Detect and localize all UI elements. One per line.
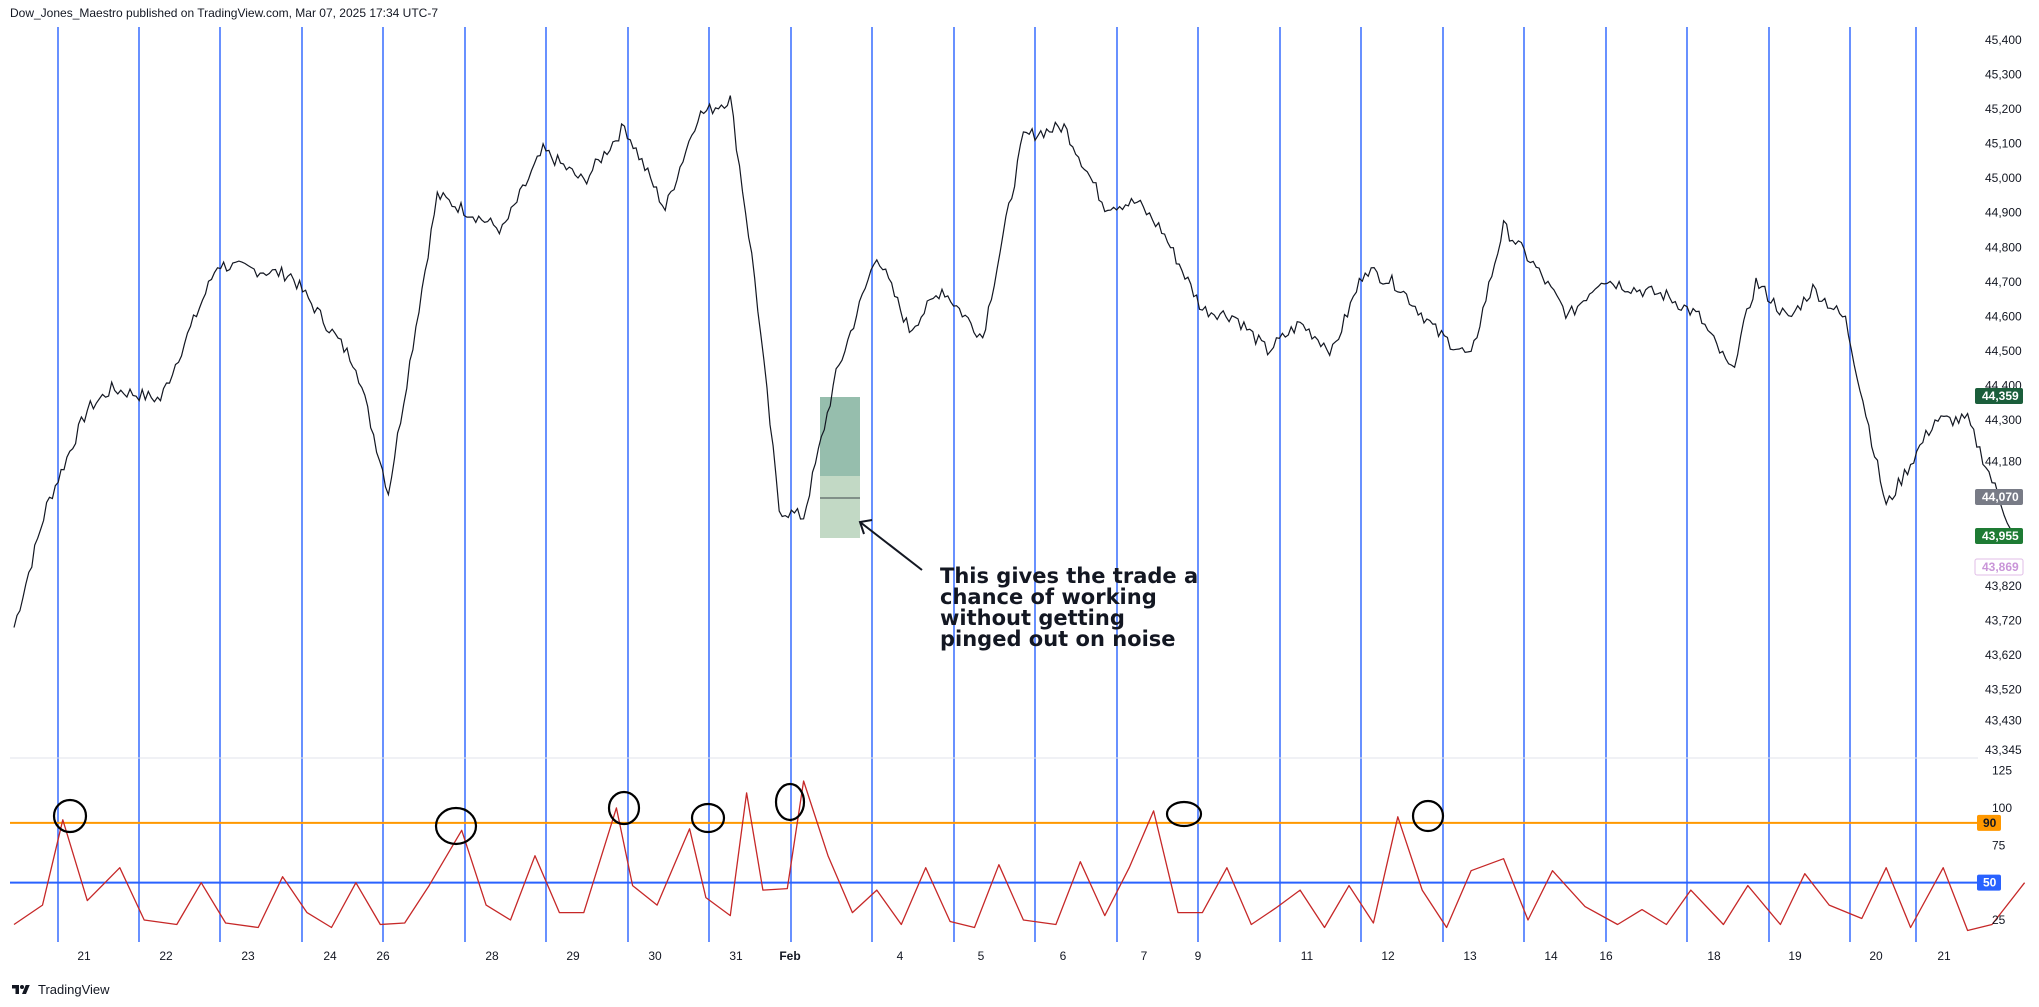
oscillator-series: [13, 780, 2026, 932]
hand-circle-2: [607, 790, 641, 826]
price-badge-1: 44,070: [1975, 489, 2023, 505]
price-tick-5: 44,900: [1985, 206, 2022, 220]
oscillator-line: [13, 780, 2026, 932]
time-tick-18: 14: [1544, 949, 1558, 963]
time-axis[interactable]: 21 22 23 24 26 28 29 30 31 Feb 4 5 6 7 9 11 12 13 14 16 18 19…: [77, 949, 1951, 963]
time-tick-2: 23: [241, 949, 255, 963]
hand-circle-4: [774, 782, 806, 822]
price-tick-13: 43,820: [1985, 579, 2022, 593]
price-badge-3: 43,869: [1974, 558, 2024, 576]
price-tick-9: 44,500: [1985, 344, 2022, 358]
osc-badge-bg: [1977, 814, 2001, 831]
oscillator-axis[interactable]: 125 100 75 25 90 50: [1977, 764, 2012, 928]
hand-circle-1: [434, 806, 478, 846]
price-badge-label: 43,955: [1982, 529, 2019, 543]
price-axis[interactable]: 45,400 45,300 45,200 45,100 45,000 44,900 44,8…: [1985, 33, 2022, 757]
price-tick-11: 44,300: [1985, 413, 2022, 427]
osc-badge-bg: [1977, 874, 2001, 891]
osc-tick-1: 100: [1992, 801, 2012, 815]
time-tick-3: 24: [323, 949, 337, 963]
publisher-header: Dow_Jones_Maestro published on TradingVi…: [10, 6, 439, 20]
hand-circle-5: [1165, 800, 1203, 828]
price-badge-label: 43,869: [1982, 560, 2019, 574]
price-badge-label: 44,359: [1982, 389, 2019, 403]
trade-profit-zone: [820, 397, 860, 476]
price-badge-bg: [1975, 528, 2023, 544]
time-tick-7: 30: [648, 949, 662, 963]
osc-tick-0: 125: [1992, 764, 2012, 778]
price-badges: 44,359 44,070 43,955 43,869: [1974, 388, 2024, 576]
time-tick-15: 11: [1301, 949, 1314, 963]
time-tick-13: 7: [1141, 949, 1148, 963]
hand-circle-0: [52, 798, 88, 834]
osc-tick-4: 25: [1992, 913, 2006, 927]
time-tick-12: 6: [1060, 949, 1067, 963]
price-badge-0: 44,359: [1975, 388, 2023, 404]
time-tick-4: 26: [376, 949, 390, 963]
tradingview-logo-icon: [12, 984, 30, 994]
price-tick-4: 45,000: [1985, 171, 2022, 185]
time-tick-0: 21: [77, 949, 91, 963]
time-tick-11: 5: [978, 949, 985, 963]
annotation-line-3: pinged out on noise: [940, 627, 1176, 651]
price-tick-18: 43,345: [1985, 743, 2022, 757]
trade-stop-zone: [820, 476, 860, 538]
hand-circle-3: [690, 802, 726, 834]
price-badge-bg: [1974, 558, 2024, 576]
price-badge-2: 43,955: [1975, 528, 2023, 544]
annotation-line-1: chance of working: [940, 585, 1157, 609]
arrow-head: [858, 519, 873, 535]
price-tick-1: 45,300: [1985, 68, 2022, 82]
time-tick-20: 18: [1707, 949, 1721, 963]
price-tick-14: 43,720: [1985, 613, 2022, 627]
time-tick-19: 16: [1599, 949, 1613, 963]
time-tick-14: 9: [1195, 949, 1202, 963]
osc-badge-label: 50: [1983, 876, 1997, 890]
time-tick-10: 4: [897, 949, 904, 963]
price-tick-16: 43,520: [1985, 683, 2022, 697]
time-tick-9: Feb: [779, 949, 800, 963]
price-tick-3: 45,100: [1985, 137, 2022, 151]
time-tick-5: 28: [485, 949, 499, 963]
footer-brand-label: TradingView: [38, 982, 110, 997]
price-tick-6: 44,800: [1985, 240, 2022, 254]
price-badge-bg: [1975, 489, 2023, 505]
osc-badge-90: 90: [1977, 814, 2001, 831]
time-tick-21: 19: [1788, 949, 1802, 963]
price-badge-bg: [1975, 388, 2023, 404]
osc-badge-50: 50: [1977, 874, 2001, 891]
time-tick-22: 20: [1869, 949, 1883, 963]
osc-tick-2: 75: [1992, 838, 2006, 852]
vertical-grid-lines: [57, 27, 1917, 942]
annotation-line-0: This gives the trade a: [940, 564, 1198, 588]
footer-brand[interactable]: TradingView: [10, 982, 110, 997]
price-tick-2: 45,200: [1985, 102, 2022, 116]
trade-zone: [820, 397, 860, 538]
annotation-line-2: without getting: [940, 606, 1125, 630]
chart-background: [10, 27, 1978, 977]
price-series: [13, 95, 2017, 628]
price-tick-17: 43,430: [1985, 714, 2022, 728]
price-tick-0: 45,400: [1985, 33, 2022, 47]
oscillator-levels: [10, 821, 1978, 884]
hand-drawn-circles: [52, 782, 1445, 846]
price-tick-8: 44,600: [1985, 309, 2022, 323]
price-tick-15: 43,620: [1985, 648, 2022, 662]
arrow-shaft: [859, 521, 923, 571]
price-tick-7: 44,700: [1985, 275, 2022, 289]
time-tick-6: 29: [566, 949, 580, 963]
time-tick-17: 13: [1463, 949, 1477, 963]
time-tick-1: 22: [159, 949, 173, 963]
hand-circle-6: [1411, 799, 1445, 833]
arrow-pointer-icon: [858, 519, 923, 571]
osc-badge-label: 90: [1983, 816, 1997, 830]
time-tick-16: 12: [1381, 949, 1395, 963]
price-tick-12: 44,180: [1985, 455, 2022, 469]
time-tick-23: 21: [1937, 949, 1951, 963]
price-line: [13, 95, 2017, 628]
price-badge-label: 44,070: [1982, 490, 2019, 504]
time-tick-8: 31: [729, 949, 743, 963]
